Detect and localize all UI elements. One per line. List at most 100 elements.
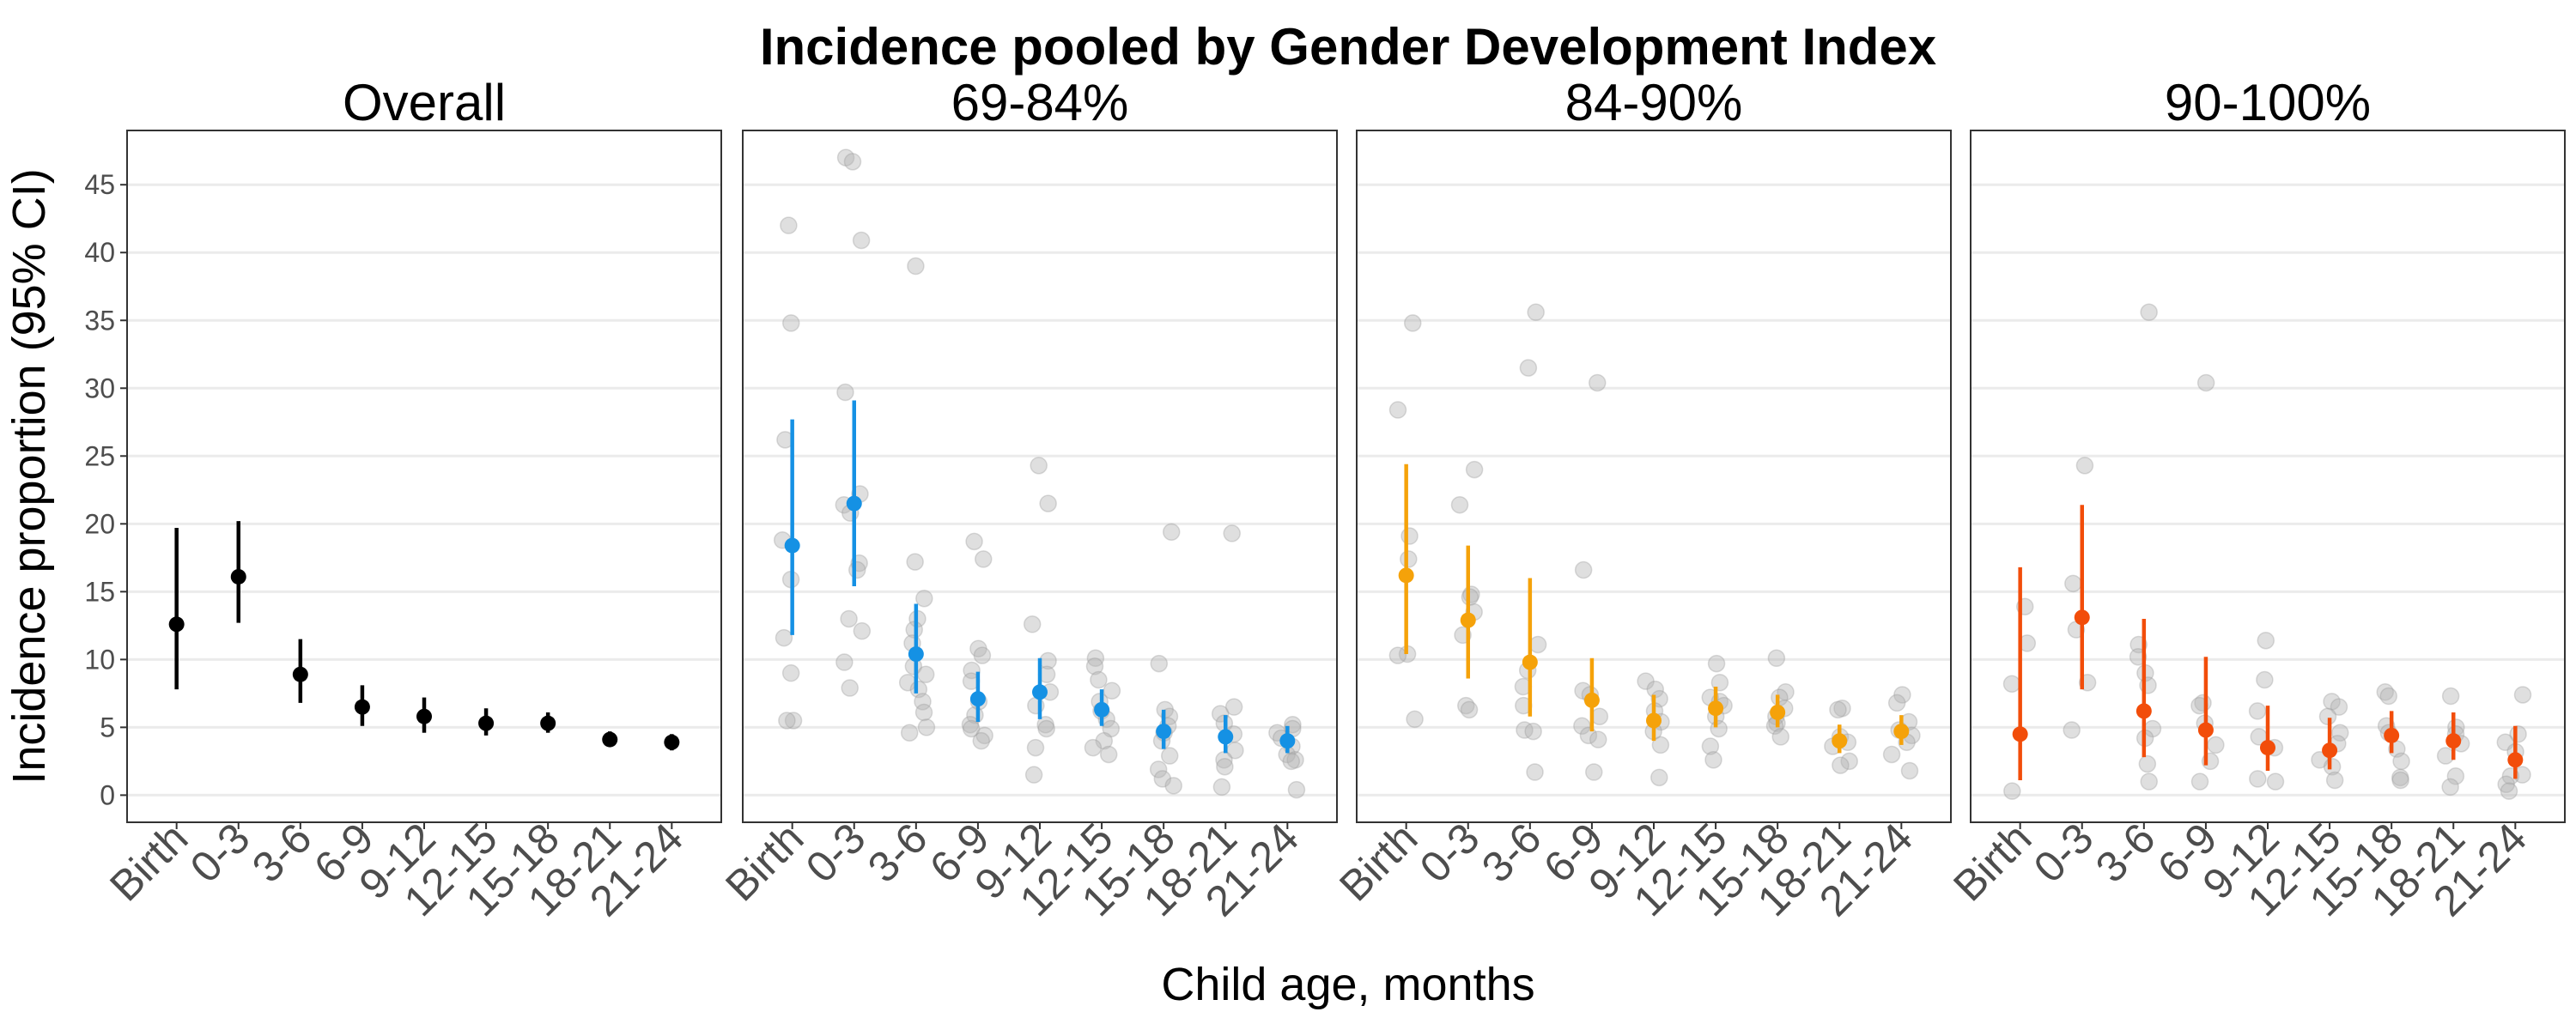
study-point: [2256, 670, 2274, 689]
study-point: [965, 532, 983, 551]
estimate-point: [2074, 609, 2090, 626]
study-point: [1099, 745, 1118, 764]
study-point: [1223, 524, 1241, 542]
panel-label: 69-84%: [951, 74, 1129, 131]
study-point: [1840, 752, 1858, 771]
estimate-point: [2384, 727, 2400, 743]
study-point: [2075, 457, 2094, 475]
study-point: [2441, 687, 2460, 706]
y-tick-label: 15: [84, 576, 115, 607]
study-point: [1460, 700, 1479, 719]
study-point: [2436, 747, 2455, 765]
study-point: [2323, 693, 2341, 711]
y-axis: 0 5 10 15 20 25 30 35 40 45: [84, 169, 127, 810]
study-point: [2196, 373, 2215, 392]
study-point: [836, 148, 855, 167]
study-point: [1406, 710, 1424, 729]
study-point: [1403, 314, 1422, 332]
estimate-point: [1893, 724, 1910, 740]
study-point: [1030, 457, 1048, 475]
study-point: [2330, 724, 2349, 742]
estimate-point: [846, 495, 862, 512]
study-point: [1023, 615, 1042, 633]
study-point: [1516, 721, 1534, 739]
panel-1: 69-84%Birth0-33-66-99-1212-1515-1818-212…: [716, 74, 1338, 925]
study-point: [1893, 686, 1911, 704]
study-point: [1037, 719, 1055, 738]
study-point: [2138, 754, 2157, 773]
study-point: [1519, 359, 1538, 377]
study-point: [906, 553, 924, 571]
study-point: [1829, 700, 1847, 719]
study-point: [1224, 698, 1243, 716]
estimate-point: [2445, 733, 2462, 749]
study-point: [835, 653, 854, 671]
study-point: [1710, 719, 1728, 738]
estimate-point: [478, 715, 495, 731]
study-point: [848, 560, 866, 579]
study-point: [2446, 767, 2465, 785]
study-point: [1450, 495, 1469, 514]
y-axis-title: Incidence proportion (95% CI): [3, 168, 55, 784]
study-point: [1887, 694, 1906, 712]
study-point: [963, 661, 981, 680]
study-point: [2063, 721, 2081, 739]
study-point: [1086, 649, 1105, 668]
study-point: [1524, 722, 1542, 741]
study-point: [1282, 752, 1301, 771]
study-point: [841, 679, 859, 697]
study-point: [1588, 373, 1607, 392]
estimate-point: [2507, 752, 2524, 768]
estimate-point: [908, 646, 924, 663]
study-point: [1590, 707, 1609, 725]
study-point: [2513, 686, 2532, 704]
y-tick-label: 20: [84, 508, 115, 539]
estimate-point: [1156, 724, 1172, 740]
study-point: [1585, 763, 1603, 781]
estimate-point: [2136, 703, 2152, 719]
study-point: [781, 314, 800, 332]
study-point: [961, 715, 980, 734]
estimate-point: [1032, 684, 1048, 700]
study-point: [1527, 303, 1545, 322]
y-tick-label: 45: [84, 169, 115, 200]
study-point: [1650, 768, 1668, 787]
study-point: [1216, 757, 1234, 776]
x-tick-label: Birth: [1944, 814, 2040, 910]
estimate-point: [1646, 712, 1662, 729]
panel-label: Overall: [343, 74, 506, 131]
study-point: [1090, 670, 1108, 689]
study-point: [1777, 683, 1795, 701]
study-point: [1212, 778, 1231, 797]
study-point: [1286, 751, 1304, 769]
estimate-point: [664, 734, 680, 750]
study-point: [853, 621, 872, 640]
estimate-point: [2322, 742, 2338, 759]
estimate-point: [1218, 729, 1234, 745]
study-point: [1704, 751, 1722, 769]
x-axis-title: Child age, months: [1161, 959, 1534, 1010]
study-point: [1026, 738, 1045, 757]
estimate-point: [292, 666, 308, 682]
estimate-point: [1522, 654, 1538, 670]
estimate-point: [1398, 567, 1414, 584]
study-point: [1589, 730, 1607, 748]
study-point: [1149, 760, 1168, 779]
x-tick-label: Birth: [1330, 814, 1426, 910]
study-point: [2002, 675, 2021, 694]
x-tick-label: Birth: [716, 814, 812, 910]
study-point: [1651, 736, 1670, 754]
estimate-point: [354, 699, 370, 715]
study-point: [1103, 682, 1121, 700]
panels: OverallBirth0-33-66-99-1212-1515-1818-21…: [100, 74, 2566, 925]
study-point: [1457, 696, 1475, 715]
estimate-point: [2012, 726, 2028, 742]
study-point: [1153, 770, 1172, 788]
study-point: [843, 153, 862, 171]
estimate-point: [1708, 700, 1724, 717]
estimate-point: [784, 537, 800, 554]
study-point: [1160, 747, 1179, 765]
chart-title: Incidence pooled by Gender Development I…: [760, 18, 1936, 76]
study-point: [1024, 766, 1043, 784]
study-point: [962, 719, 981, 738]
